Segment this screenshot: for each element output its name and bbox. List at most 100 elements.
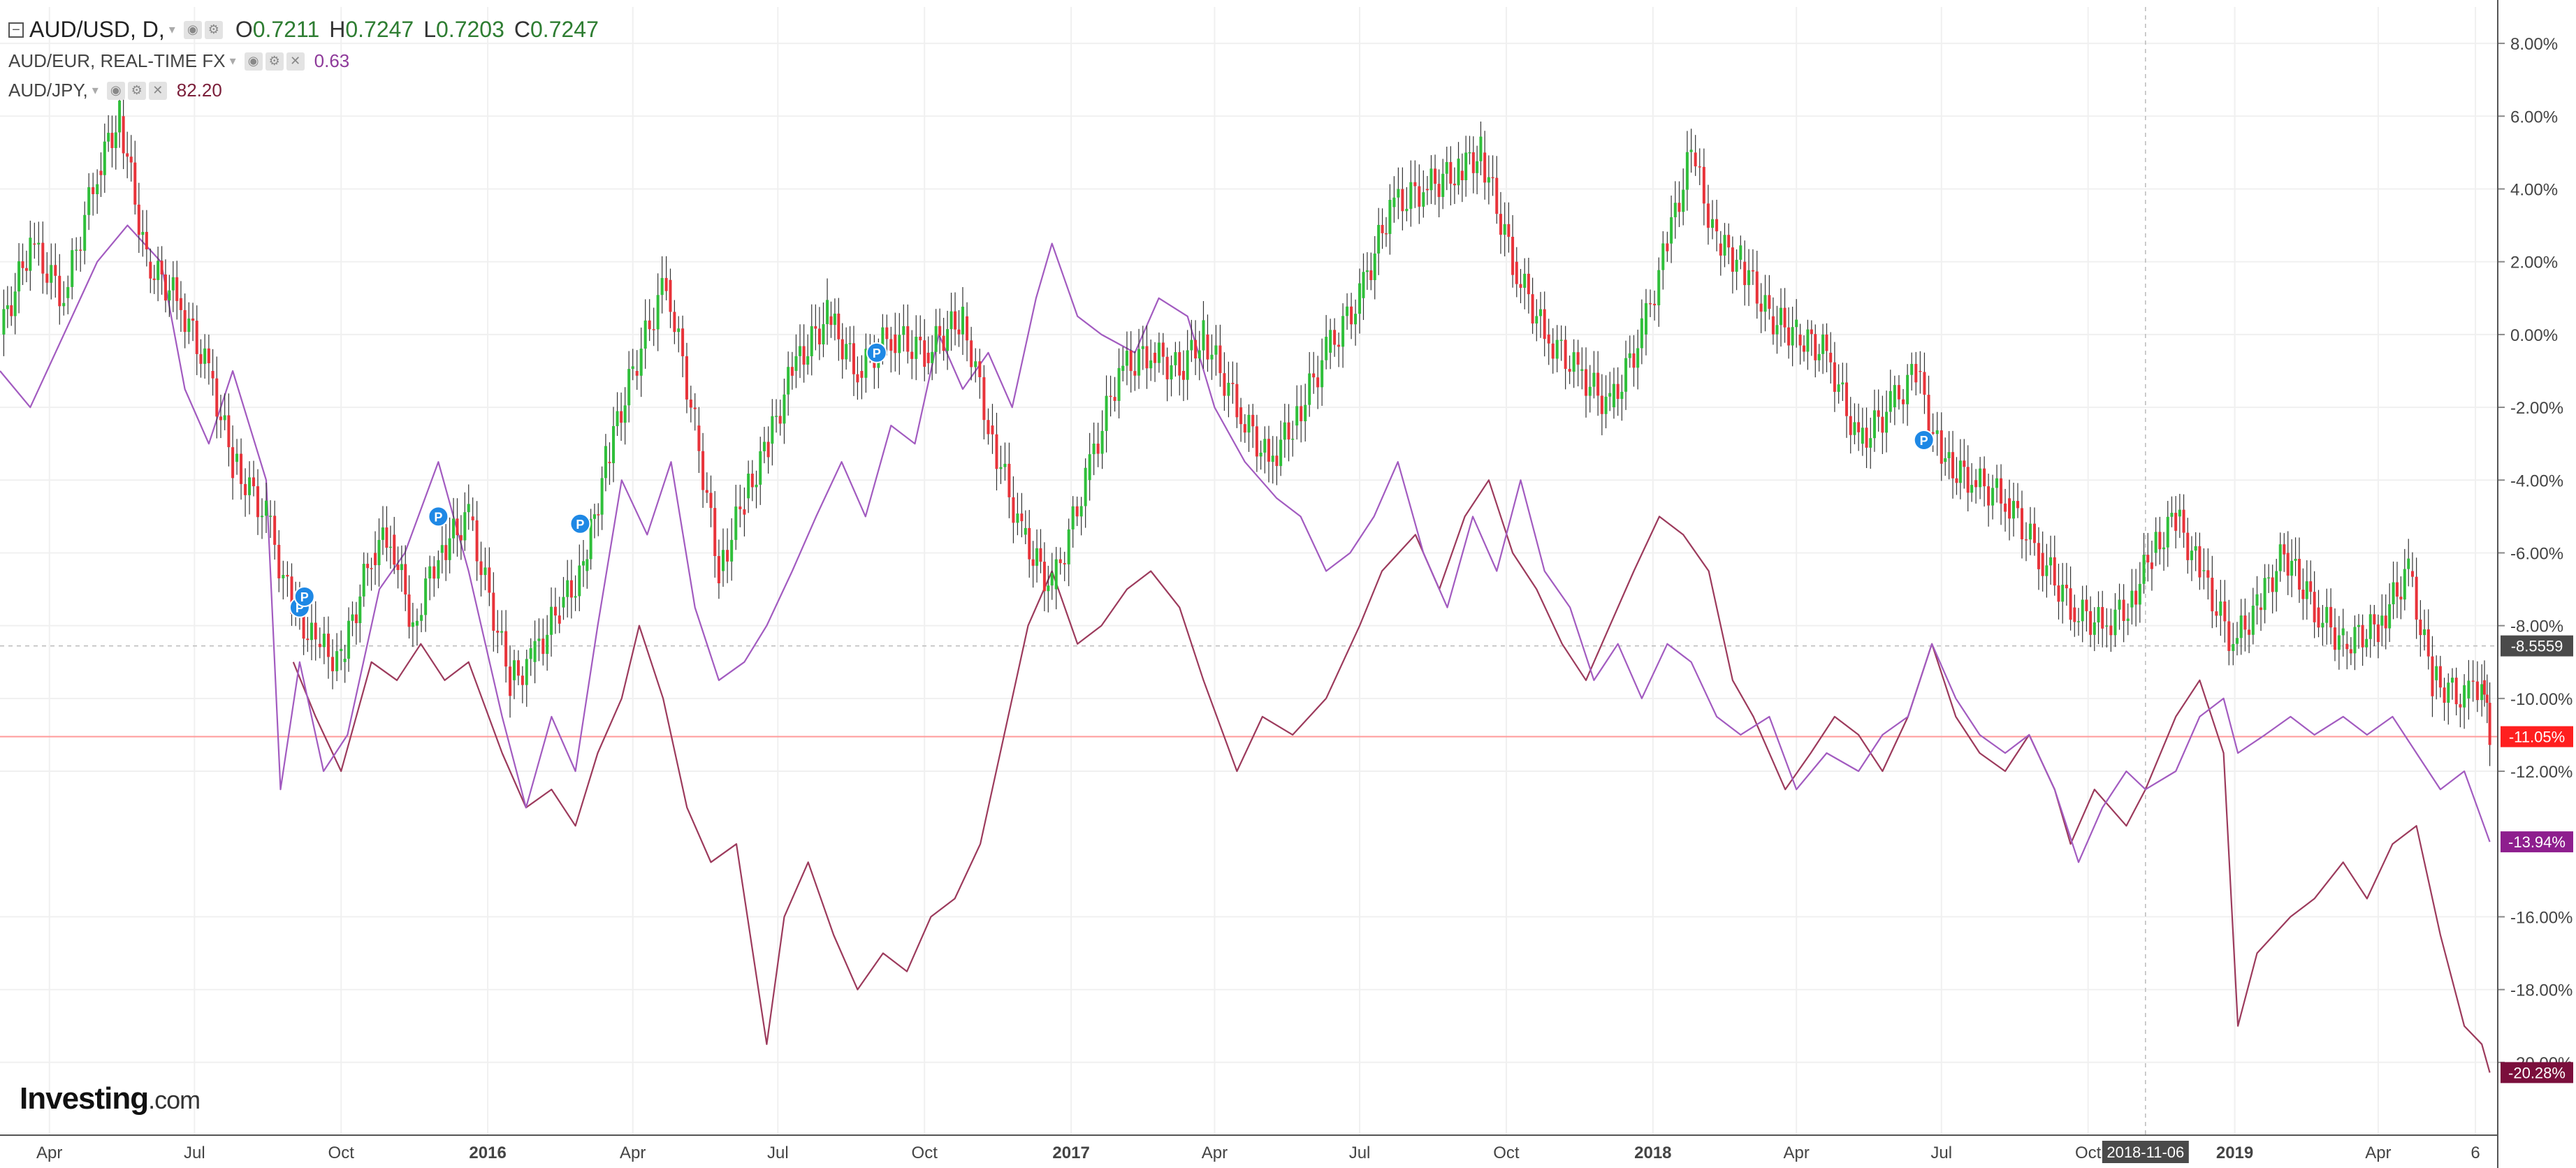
candle-body (1580, 369, 1584, 371)
close-value: 0.7247 (530, 17, 599, 42)
close-icon[interactable]: ✕ (286, 52, 305, 71)
candle-body (1491, 177, 1494, 179)
candle-body (1121, 365, 1125, 371)
candle-body (1401, 189, 1404, 212)
candle-body (794, 356, 798, 371)
candle-body (2275, 571, 2278, 592)
y-tick-label: -2.00% (2510, 399, 2563, 418)
candle-body (407, 594, 411, 627)
candle-body (2073, 607, 2076, 622)
candle-body (1190, 340, 1193, 351)
candle-body (1940, 430, 1943, 464)
candle-body (902, 326, 905, 335)
candle-body (2206, 570, 2210, 578)
candle-body (970, 340, 973, 367)
candle-body (697, 425, 701, 451)
candle-body (2198, 546, 2202, 578)
candle-body (954, 311, 957, 330)
eye-icon[interactable]: ◉ (183, 20, 202, 39)
candle-body (126, 153, 129, 157)
candle-body (2097, 606, 2100, 622)
candle-body (1341, 316, 1345, 347)
candle-body (1024, 527, 1027, 535)
candle-body (1893, 385, 1896, 408)
candle-body (1105, 395, 1108, 431)
close-icon[interactable]: ✕ (148, 81, 167, 100)
candle-body (2248, 629, 2251, 635)
candle-body (1425, 189, 1429, 191)
candle-body (1042, 562, 1046, 592)
symbol-label[interactable]: AUD/USD, D, (29, 17, 165, 42)
candle-body (2403, 569, 2406, 600)
overlay-label[interactable]: AUD/JPY, (8, 80, 88, 101)
candle-body (1803, 345, 1806, 352)
candle-body (1275, 455, 1279, 467)
candle-body (1413, 182, 1417, 187)
candle-body (96, 184, 99, 194)
chart-grid (0, 7, 2498, 1135)
candle-body (2126, 618, 2130, 621)
chevron-down-icon[interactable]: ▾ (92, 83, 99, 97)
candle-body (1251, 414, 1255, 427)
candle-body (2000, 478, 2003, 504)
candle-body (1806, 329, 1810, 352)
y-tick-label: -10.00% (2510, 690, 2573, 709)
candle-body (1539, 309, 1543, 316)
candle-body (1547, 334, 1550, 344)
overlay-label[interactable]: AUD/EUR, REAL-TIME FX (8, 50, 226, 71)
candle-body (160, 261, 163, 275)
candle-body (1931, 432, 1935, 435)
candle-body (2373, 614, 2376, 625)
candle-body (1295, 406, 1299, 426)
candle-body (2392, 582, 2395, 605)
candle-body (512, 660, 516, 680)
candle-body (1316, 377, 1320, 388)
chevron-down-icon[interactable]: ▾ (168, 22, 175, 36)
y-tick-label: 2.00% (2510, 254, 2558, 272)
candle-body (1354, 314, 1358, 325)
candle-body (995, 434, 998, 469)
chevron-down-icon[interactable]: ▾ (229, 54, 236, 68)
candle-body (923, 340, 926, 367)
candle-body (1100, 430, 1104, 454)
candle-body (2443, 687, 2446, 703)
candle-body (623, 405, 627, 423)
series-line-aud-eur (0, 224, 2491, 863)
candle-body (256, 486, 260, 518)
candle-body (1223, 373, 1226, 396)
candle-body (2475, 681, 2479, 701)
eye-icon[interactable]: ◉ (106, 81, 125, 100)
collapse-icon[interactable]: − (8, 22, 24, 38)
candle-body (1763, 295, 1767, 312)
candle-body (2162, 547, 2166, 550)
candle-body (2395, 582, 2399, 597)
gear-icon[interactable]: ⚙ (265, 52, 284, 71)
candle-body (1636, 348, 1640, 368)
x-tick-label: Oct (1493, 1144, 1520, 1162)
candle-body (766, 441, 770, 458)
investing-logo[interactable]: Investing.com (20, 1081, 201, 1116)
candle-body (2190, 550, 2193, 560)
eye-icon[interactable]: ◉ (244, 52, 263, 71)
candle-body (504, 631, 508, 667)
candle-body (1464, 152, 1468, 180)
candle-body (743, 509, 746, 515)
candle-body (894, 334, 897, 353)
candle-body (381, 527, 384, 540)
event-marker-label: P (300, 590, 309, 604)
candle-body (1202, 320, 1205, 351)
candle-body (562, 597, 565, 608)
candle-body (240, 453, 243, 484)
candle-group (2, 84, 2491, 766)
x-tick-label: Jul (184, 1144, 205, 1162)
high-key: H (329, 17, 346, 42)
candle-body (1092, 444, 1096, 455)
candle-body (1381, 224, 1384, 233)
gear-icon[interactable]: ⚙ (204, 20, 223, 39)
candle-body (806, 356, 810, 365)
gear-icon[interactable]: ⚙ (127, 81, 146, 100)
candle-body (2321, 622, 2324, 628)
x-tick-label: Jul (1930, 1144, 1952, 1162)
candle-body (2419, 619, 2422, 636)
